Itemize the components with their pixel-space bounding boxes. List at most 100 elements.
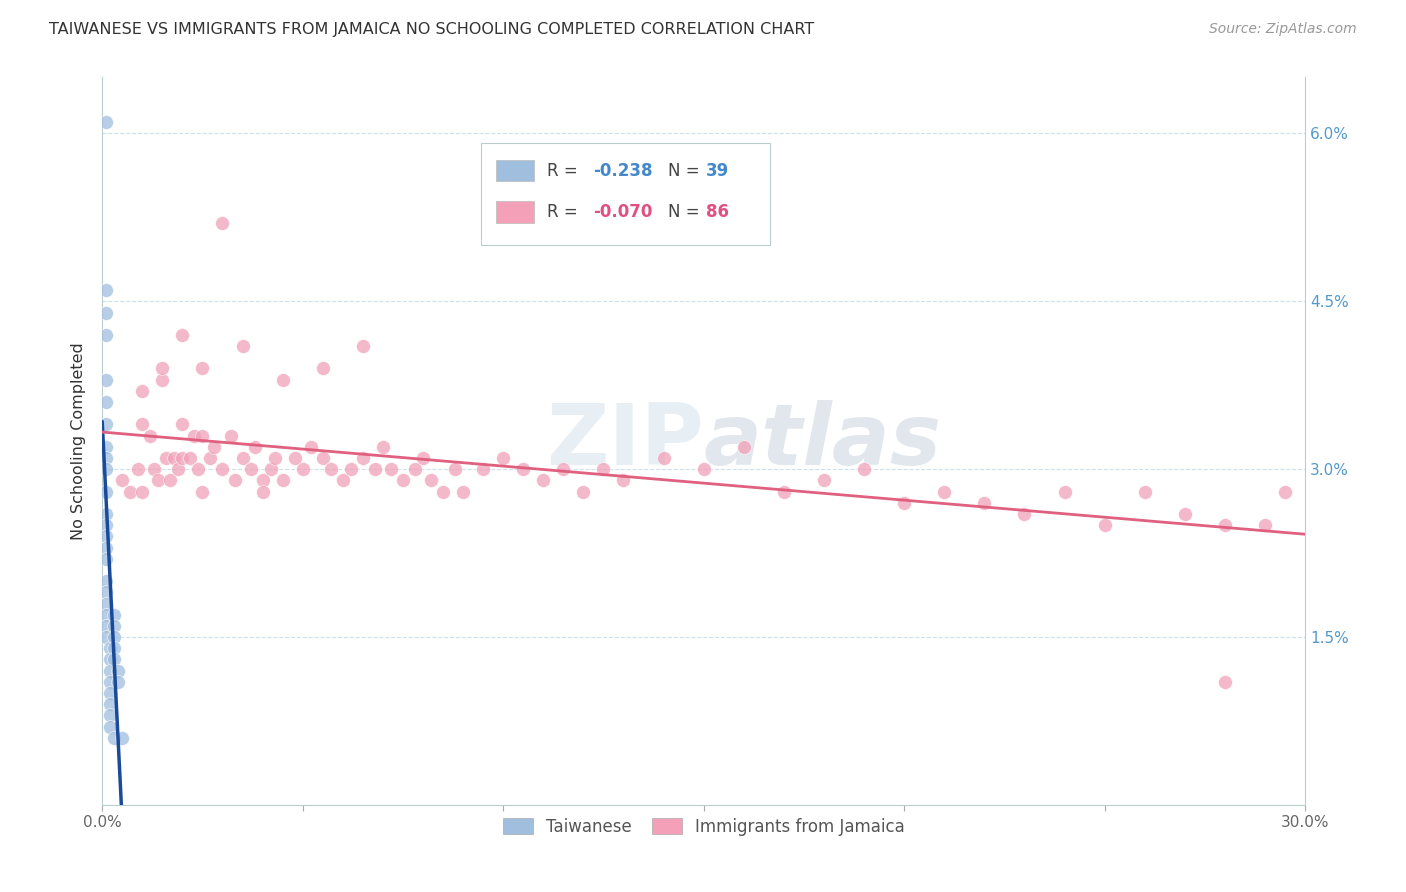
Point [1213,674,1236,689]
Point [553,462,575,476]
Point [187,462,209,476]
Point [150,373,173,387]
Point [412,450,434,465]
Point [1014,507,1036,521]
Text: R =: R = [547,161,583,179]
Point [592,462,614,476]
Point [332,474,354,488]
Point [291,462,314,476]
Text: N =: N = [668,203,704,221]
Text: TAIWANESE VS IMMIGRANTS FROM JAMAICA NO SCHOOLING COMPLETED CORRELATION CHART: TAIWANESE VS IMMIGRANTS FROM JAMAICA NO … [49,22,814,37]
Point [284,450,307,465]
Point [380,462,402,476]
Point [772,484,794,499]
Point [167,462,190,476]
Point [127,462,149,476]
Point [103,619,125,633]
Point [319,462,342,476]
Point [103,731,125,745]
Point [120,484,142,499]
Point [172,327,194,342]
Point [352,339,374,353]
Point [103,641,125,656]
Text: ZIP: ZIP [546,400,703,483]
Point [211,462,233,476]
Point [96,417,118,432]
Point [733,440,755,454]
Point [392,474,415,488]
FancyBboxPatch shape [481,143,770,244]
Point [111,731,134,745]
Point [96,440,118,454]
Point [259,462,281,476]
Point [96,551,118,566]
Point [813,474,835,488]
Bar [495,160,534,181]
Point [432,484,454,499]
Point [211,216,233,230]
Point [96,283,118,297]
Text: -0.238: -0.238 [593,161,652,179]
Y-axis label: No Schooling Completed: No Schooling Completed [72,343,86,540]
Point [179,450,201,465]
Point [107,664,129,678]
Point [98,652,121,666]
Point [96,327,118,342]
Point [239,462,262,476]
Point [98,664,121,678]
Point [96,619,118,633]
Point [472,462,495,476]
Point [98,708,121,723]
Point [1254,518,1277,533]
Text: N =: N = [668,161,704,179]
Point [243,440,266,454]
Point [98,686,121,700]
Text: -0.070: -0.070 [593,203,652,221]
Point [612,474,634,488]
Point [312,361,335,376]
Point [271,474,294,488]
Point [150,361,173,376]
Point [191,361,214,376]
Point [232,339,254,353]
Point [934,484,956,499]
Point [451,484,474,499]
Point [143,462,166,476]
Point [312,450,335,465]
Point [352,450,374,465]
Point [420,474,443,488]
Point [692,462,714,476]
Point [96,607,118,622]
Point [96,597,118,611]
Point [973,496,995,510]
Point [512,462,534,476]
Point [96,518,118,533]
Point [103,607,125,622]
Point [1094,518,1116,533]
Point [96,541,118,555]
Point [200,450,222,465]
Point [172,417,194,432]
Point [219,428,242,442]
Point [371,440,394,454]
Point [1274,484,1296,499]
Point [263,450,285,465]
Point [98,674,121,689]
Point [893,496,915,510]
Point [96,305,118,319]
Point [98,641,121,656]
Legend: Taiwanese, Immigrants from Jamaica: Taiwanese, Immigrants from Jamaica [495,809,912,844]
Point [191,428,214,442]
Point [96,630,118,644]
Point [103,652,125,666]
Text: Source: ZipAtlas.com: Source: ZipAtlas.com [1209,22,1357,37]
Point [159,474,181,488]
Point [252,474,274,488]
Point [96,484,118,499]
Point [652,450,675,465]
Point [96,462,118,476]
Point [572,484,595,499]
Point [96,395,118,409]
Point [148,474,170,488]
Point [1213,518,1236,533]
